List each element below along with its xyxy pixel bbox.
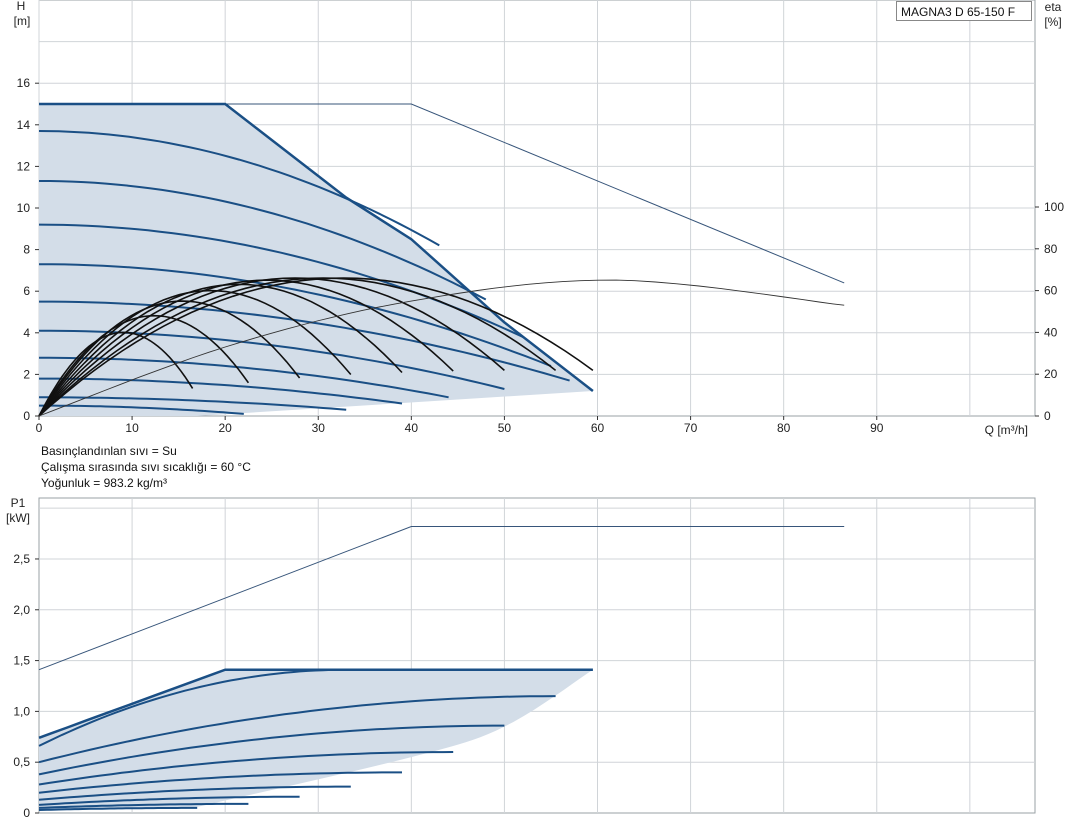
efficiency-curve-9: [38, 277, 594, 417]
x-tick-label: 40: [405, 421, 419, 435]
power-speed-curve-3: [38, 724, 505, 776]
x-tick-label: 70: [684, 421, 698, 435]
eta-tick-label: 80: [1044, 242, 1058, 256]
power-speed-curve-9: [38, 806, 198, 811]
density-note: Yoğunluk = 983.2 kg/m³: [41, 476, 167, 490]
head-operating-area: [39, 104, 593, 416]
head-max-curve: [39, 102, 594, 392]
head-speed-curve-9: [39, 396, 347, 411]
power-speed-curve-2: [38, 695, 556, 764]
power-speed-curve-5: [38, 771, 402, 794]
efficiency-curve-6: [38, 279, 454, 417]
h-tick-label: 12: [17, 159, 31, 173]
p1-tick-label: 0,5: [13, 755, 30, 769]
efficiency-curve-2: [38, 314, 250, 417]
eta-tick-label: 60: [1044, 284, 1058, 298]
power-speed-curve-4: [38, 751, 454, 786]
power-speed-curve-6: [38, 785, 351, 801]
x-tick-label: 80: [777, 421, 791, 435]
model-label: MAGNA3 D 65-150 F: [896, 1, 1032, 21]
p1-tick-label: 1,0: [13, 704, 30, 718]
efficiency-curve-4: [38, 289, 352, 417]
power-speed-curve-8: [38, 802, 249, 809]
h-tick-label: 6: [23, 284, 30, 298]
eta-axis-label: eta: [1045, 0, 1062, 14]
h-tick-label: 16: [17, 76, 31, 90]
head-speed-curve-1: [38, 130, 440, 247]
x-axis-label: Q [m³/h]: [985, 423, 1028, 437]
power-speed-curve-7: [38, 795, 300, 806]
h-axis-label: H: [17, 0, 26, 13]
x-tick-label: 20: [218, 421, 232, 435]
eta-tick-label: 0: [1044, 409, 1051, 423]
eta-tick-label: 100: [1044, 200, 1064, 214]
temperature-note: Çalışma sırasında sıvı sıcaklığı = 60 °C: [41, 460, 251, 474]
h-axis-unit: [m]: [14, 14, 31, 28]
head-speed-curve-2: [39, 180, 487, 301]
head-speed-curve-4: [39, 263, 552, 368]
head-speed-curve-10: [39, 404, 244, 415]
efficiency-curve-1: [38, 331, 194, 417]
head-speed-curve-5: [39, 300, 570, 382]
p1-axis-unit: [kW]: [6, 511, 30, 525]
head-extension-curve: [225, 103, 845, 284]
x-tick-label: 60: [591, 421, 605, 435]
p1-tick-label: 2,0: [13, 603, 30, 617]
p1-tick-label: 1,5: [13, 654, 30, 668]
efficiency-curve-3: [38, 300, 301, 417]
x-tick-label: 10: [125, 421, 139, 435]
power-extension-curve: [38, 526, 845, 671]
p1-tick-label: 2,5: [13, 552, 30, 566]
head-speed-curve-7: [39, 356, 449, 399]
x-tick-label: 90: [870, 421, 884, 435]
h-tick-label: 10: [17, 201, 31, 215]
p1-tick-label: 0: [23, 806, 30, 820]
head-speed-curve-8: [39, 377, 403, 405]
p1-axis-label: P1: [11, 496, 26, 510]
power-operating-area: [39, 669, 593, 811]
h-tick-label: 8: [23, 243, 30, 257]
eta-axis-unit: [%]: [1044, 15, 1061, 29]
power-max-curve: [38, 668, 593, 739]
h-tick-label: 2: [23, 367, 30, 381]
eta-tick-label: 20: [1044, 367, 1058, 381]
h-tick-label: 0: [23, 409, 30, 423]
efficiency-curve-8: [38, 277, 557, 417]
x-tick-label: 30: [312, 421, 326, 435]
fluid-note: Basınçlandınlan sıvı = Su: [41, 444, 177, 458]
x-tick-label: 0: [36, 421, 43, 435]
eta-tick-label: 40: [1044, 325, 1058, 339]
power-speed-curve-1: [38, 668, 347, 747]
efficiency-curve-7: [38, 277, 505, 417]
efficiency-extension-curve: [38, 279, 845, 417]
h-tick-label: 14: [17, 118, 31, 132]
x-tick-label: 50: [498, 421, 512, 435]
h-tick-label: 4: [23, 326, 30, 340]
